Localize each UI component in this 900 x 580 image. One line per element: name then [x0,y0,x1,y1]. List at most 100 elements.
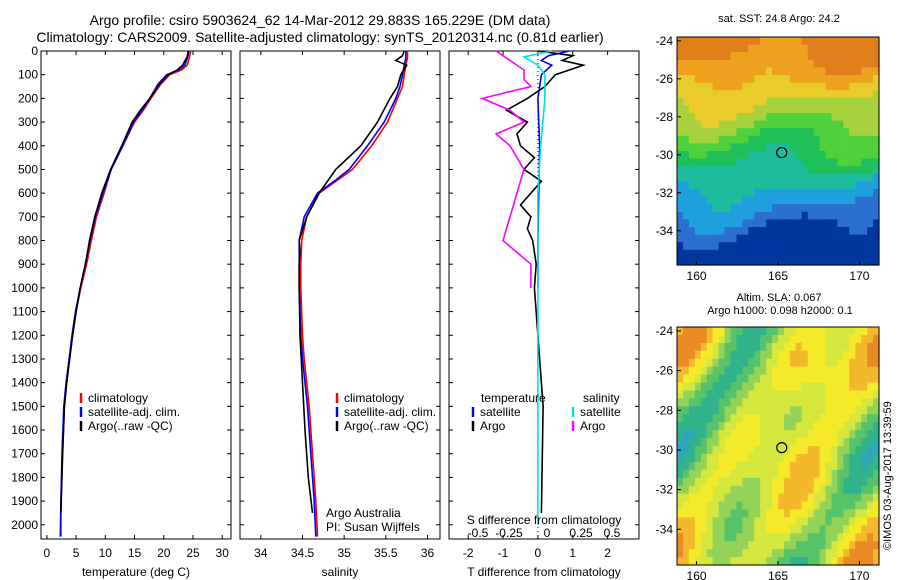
sla-map-cell [742,438,749,447]
sla-map-cell [849,517,856,526]
sst-map-cell [736,90,743,99]
sla-map-cell [730,414,738,423]
sla-map-cell [801,549,809,558]
sst-map-cell [813,234,821,243]
sst-map-cell [843,52,850,61]
sla-map-cell [831,485,839,495]
sla-map-cell [736,342,743,352]
sla-map-cell [783,358,791,368]
sst-map-cell [760,219,767,228]
salinity-plot-frame [239,50,441,540]
sla-map-cell [760,438,767,447]
sst-map-cell [736,211,743,220]
sst-map-cell [736,219,743,228]
sla-map-cell [736,501,743,511]
sla-map-cell [730,501,738,511]
sla-map-cell [682,493,690,503]
sst-map-cell [712,257,720,266]
sst-map-cell [766,135,773,144]
sla-map-cell [861,350,868,360]
sst-map-cell [718,257,726,266]
sst-map-cell [754,189,761,198]
sst-map-cell [819,166,827,175]
sst-map-cell [825,166,833,175]
sla-map-cell [873,477,880,487]
sst-map-cell [742,151,749,160]
sla-map-cell [682,374,690,384]
sla-map-cell [766,525,773,534]
sst-map-cell [766,97,773,106]
sst-map-cell [706,135,714,144]
sla-map-cell [795,453,803,463]
sla-map-cell [849,509,856,518]
sla-map-cell [742,358,749,368]
sla-map-cell [718,438,726,447]
sst-map-cell [748,249,755,258]
sla-map-cell [783,438,791,447]
sla-map-cell [748,390,755,399]
salinity-x-tick-label: 34.5 [291,546,315,560]
sla-map-cell [873,533,880,542]
sla-map-cell [772,438,779,447]
sst-map-cell [819,67,827,76]
sst-map-cell [789,196,797,205]
sst-map-cell [849,204,856,213]
sst-map-cell [813,113,821,122]
sla-map-cell [730,422,738,431]
sla-map-cell [813,469,821,479]
sla-map-cell [861,390,868,399]
sla-map-cell [813,366,821,376]
sst-map-cell [706,234,714,243]
sla-map-cell [843,382,850,392]
sla-map-cell [682,549,690,558]
sst-map-cell [831,181,839,190]
sla-map-cell [706,422,714,431]
sst-map-cell [861,158,868,167]
sla-map-cell [873,374,880,384]
sst-map-cell [772,135,779,144]
sst-map-cell [694,37,702,46]
sst-map-cell [754,219,761,228]
sst-map-cell [730,113,738,122]
sla-map-cell [748,453,755,463]
sst-map-cell [873,158,880,167]
sla-map-cell [677,398,684,407]
sst-map-cell [724,227,732,236]
sst-map-cell [795,189,803,198]
sla-map-cell [831,446,839,455]
sst-map-cell [849,97,856,106]
sla-map-cell [736,446,743,455]
sst-map-cell [801,59,809,68]
sla-map-cell [795,533,803,542]
sst-map-cell [718,158,726,167]
sst-map-cell [825,151,833,160]
temp-satellite-diff-line [537,50,570,288]
sla-map-cell [831,493,839,503]
sst-map-cell [789,211,797,220]
sst-map-cell [766,143,773,152]
sla-map-cell [736,461,743,471]
sst-map-cell [766,120,773,129]
depth-tick-label: 1300 [11,352,38,366]
sst-map-cell [736,227,743,236]
sst-map-cell [807,166,815,175]
sla-map-cell [801,517,809,526]
sla-map-argo-marker [776,442,788,454]
sst-map-cell [825,120,833,129]
sla-map-cell [825,398,833,407]
sla-map-cell [694,374,702,384]
sst-map-cell [754,37,761,46]
sst-map-cell [867,219,874,228]
sla-map-cell [772,358,779,368]
sst-map-cell [694,135,702,144]
sst-map-cell [718,97,726,106]
sst-map-cell [766,242,773,251]
sst-map-cell [677,249,684,258]
sla-map-cell [718,461,726,471]
sla-map-cell [718,533,726,542]
sla-map-cell [718,366,726,376]
sst-map-cell [867,97,874,106]
sst-map-cell [748,173,755,182]
sst-map-cell [718,113,726,122]
sla-map-cell [718,509,726,518]
